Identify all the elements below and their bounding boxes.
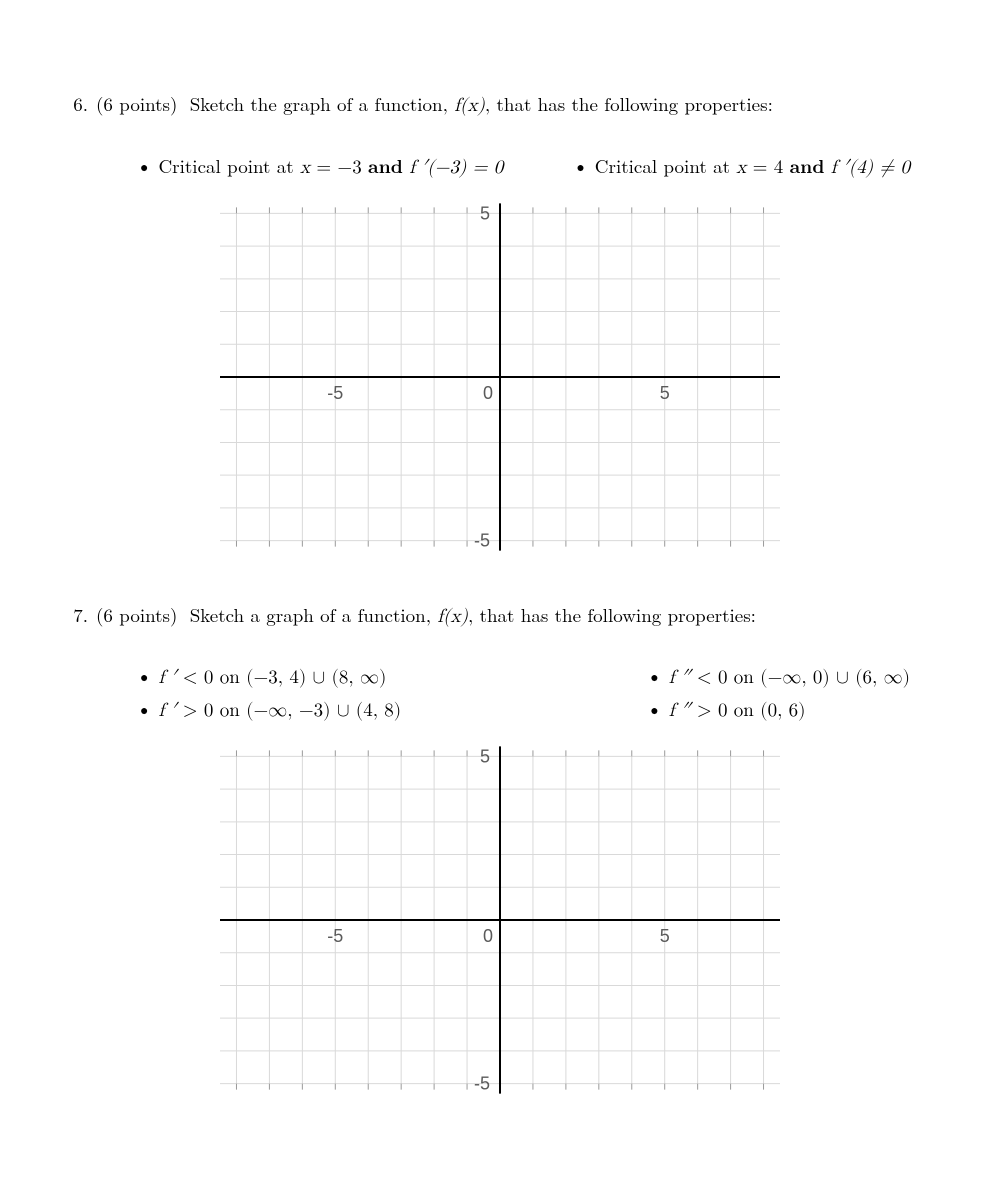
- bullet-item: ● Critical point at x = 4 and f ′(4) ≠ 0: [576, 151, 910, 179]
- prompt-function: f(x): [454, 96, 485, 115]
- bullet-dot-icon: ●: [140, 700, 148, 720]
- bullet-item: ● f ′ > 0 on (−∞, −3) ∪ (4, 8): [140, 695, 401, 722]
- bullet-item: ● f ″ > 0 on (0, 6): [650, 695, 910, 722]
- bullet-dot-icon: ●: [650, 667, 658, 687]
- bullet-item: ● f ′ < 0 on (−3, 4) ∪ (8, ∞): [140, 662, 401, 689]
- problem-6-graph: -5 0 5 -5 5: [60, 197, 940, 557]
- problem-7-bullets: ● f ′ < 0 on (−3, 4) ∪ (8, ∞) ● f ′ > 0 …: [60, 662, 940, 722]
- bullet-text: Critical point at: [595, 152, 737, 179]
- bullet-var: f ″: [669, 668, 691, 687]
- bullet-item: ● f ″ < 0 on (−∞, 0) ∪ (6, ∞): [650, 662, 910, 689]
- svg-text:-5: -5: [474, 531, 490, 551]
- bullet-var: f ′: [158, 701, 176, 720]
- problem-7-prompt: 7. (6 points) Sketch a graph of a functi…: [60, 601, 940, 628]
- bullet-dot-icon: ●: [650, 700, 658, 720]
- coordinate-grid-icon: -5 0 5 -5 5: [220, 197, 780, 557]
- bullet-var: f ′: [158, 668, 176, 687]
- bullet-bold: and: [790, 151, 825, 179]
- bullet-item: ● Critical point at x = −3 and f ′(−3) =…: [140, 151, 503, 179]
- bullet-var: x: [736, 158, 746, 177]
- bullet-var: x: [300, 158, 310, 177]
- problem-number: 6.: [60, 90, 88, 117]
- problem-points: (6 points): [96, 90, 177, 117]
- svg-text:-5: -5: [474, 1074, 490, 1094]
- problem-6-prompt: 6. (6 points) Sketch the graph of a func…: [60, 90, 940, 117]
- bullet-post: f ′(4) ≠ 0: [824, 158, 910, 177]
- bullet-post: f ′(−3) = 0: [403, 158, 503, 177]
- bullet-bold: and: [368, 151, 403, 179]
- prompt-function: f(x): [437, 607, 468, 626]
- bullet-eq: = −3: [310, 158, 368, 177]
- svg-text:5: 5: [480, 203, 490, 223]
- coordinate-grid-icon: -5 0 5 -5 5: [220, 740, 780, 1100]
- bullet-eq: > 0 on (0, 6): [691, 701, 806, 720]
- svg-text:-5: -5: [327, 926, 343, 946]
- bullet-eq: = 4: [746, 158, 789, 177]
- bullet-dot-icon: ●: [576, 157, 584, 177]
- problem-7-graph: -5 0 5 -5 5: [60, 740, 940, 1100]
- svg-text:-5: -5: [327, 383, 343, 403]
- problem-7: 7. (6 points) Sketch a graph of a functi…: [60, 601, 940, 1100]
- prompt-text-suffix: , that has the following properties:: [468, 601, 756, 628]
- svg-text:0: 0: [483, 926, 493, 946]
- bullet-eq: < 0 on (−3, 4) ∪ (8, ∞): [177, 668, 387, 687]
- bullet-dot-icon: ●: [140, 157, 148, 177]
- svg-text:0: 0: [483, 383, 493, 403]
- bullets-right: ● Critical point at x = 4 and f ′(4) ≠ 0: [576, 151, 910, 179]
- svg-text:5: 5: [660, 926, 670, 946]
- problem-number: 7.: [60, 601, 88, 628]
- svg-text:5: 5: [660, 383, 670, 403]
- problem-6: 6. (6 points) Sketch the graph of a func…: [60, 90, 940, 557]
- bullet-var: f ″: [669, 701, 691, 720]
- bullet-eq: < 0 on (−∞, 0) ∪ (6, ∞): [691, 668, 910, 687]
- bullet-dot-icon: ●: [140, 667, 148, 687]
- prompt-text-suffix: , that has the following properties:: [485, 90, 773, 117]
- bullet-text: Critical point at: [158, 152, 300, 179]
- prompt-text-prefix: Sketch the graph of a function,: [190, 90, 455, 117]
- bullets-right: ● f ″ < 0 on (−∞, 0) ∪ (6, ∞) ● f ″ > 0 …: [650, 662, 910, 722]
- problem-6-bullets: ● Critical point at x = −3 and f ′(−3) =…: [60, 151, 940, 179]
- bullet-eq: > 0 on (−∞, −3) ∪ (4, 8): [177, 701, 402, 720]
- problem-points: (6 points): [96, 601, 177, 628]
- bullets-left: ● f ′ < 0 on (−3, 4) ∪ (8, ∞) ● f ′ > 0 …: [140, 662, 401, 722]
- bullets-left: ● Critical point at x = −3 and f ′(−3) =…: [140, 151, 503, 179]
- prompt-text-prefix: Sketch a graph of a function,: [190, 601, 438, 628]
- svg-text:5: 5: [480, 746, 490, 766]
